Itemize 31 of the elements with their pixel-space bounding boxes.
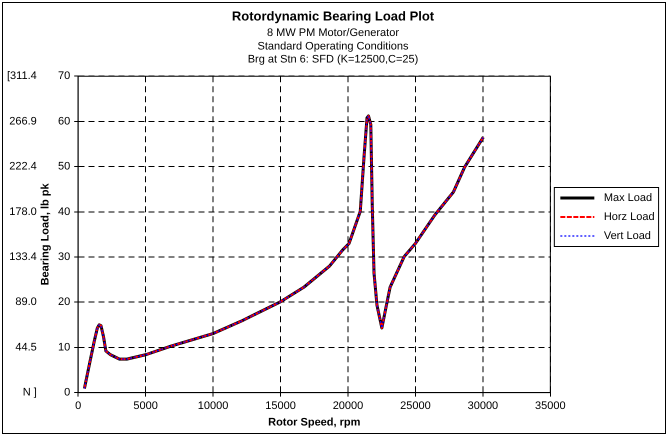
y2-tick-label: 44.5: [15, 341, 37, 354]
y-tick-label: 50: [58, 160, 70, 173]
y-tick-label: 70: [58, 70, 70, 82]
y2-tick-label: [311.4: [6, 70, 37, 82]
y2-tick-label: 133.4: [9, 251, 37, 264]
y-tick-label: 40: [58, 206, 70, 218]
x-tick-label: 35000: [535, 400, 566, 412]
legend-label: Vert Load: [604, 230, 651, 242]
y2-tick-label: 178.0: [9, 206, 37, 218]
x-tick-label: 15000: [265, 400, 296, 412]
x-tick-label: 20000: [332, 400, 364, 412]
y2-tick-label: N ]: [22, 386, 37, 399]
y-tick-label: 10: [58, 341, 70, 354]
legend-label: Horz Load: [604, 211, 655, 224]
x-tick-label: 5000: [133, 400, 158, 412]
y2-tick-label: 222.4: [9, 160, 37, 173]
x-tick-label: 25000: [400, 400, 431, 412]
y-tick-label: 0: [64, 386, 70, 399]
y2-tick-label: 266.9: [9, 115, 37, 128]
y-axis-title: Bearing Load, lb pk: [39, 182, 52, 286]
x-tick-label: 30000: [468, 400, 498, 412]
y-tick-label: 60: [58, 115, 70, 128]
chart-subtitle: 8 MW PM Motor/Generator Standard Operating Conditions Brg at Stn 6: SFD (K=12500,C=25): [248, 27, 418, 66]
y2-tick-label: 89.0: [15, 296, 37, 308]
x-tick-label: 0: [75, 400, 82, 412]
x-tick-label: 10000: [198, 400, 228, 412]
y-tick-label: 30: [58, 251, 70, 264]
legend-label: Max Load: [604, 192, 652, 204]
x-axis-title: Rotor Speed, rpm: [268, 416, 361, 428]
y-tick-label: 20: [58, 296, 70, 308]
chart-title: Rotordynamic Bearing Load Plot: [232, 8, 435, 24]
